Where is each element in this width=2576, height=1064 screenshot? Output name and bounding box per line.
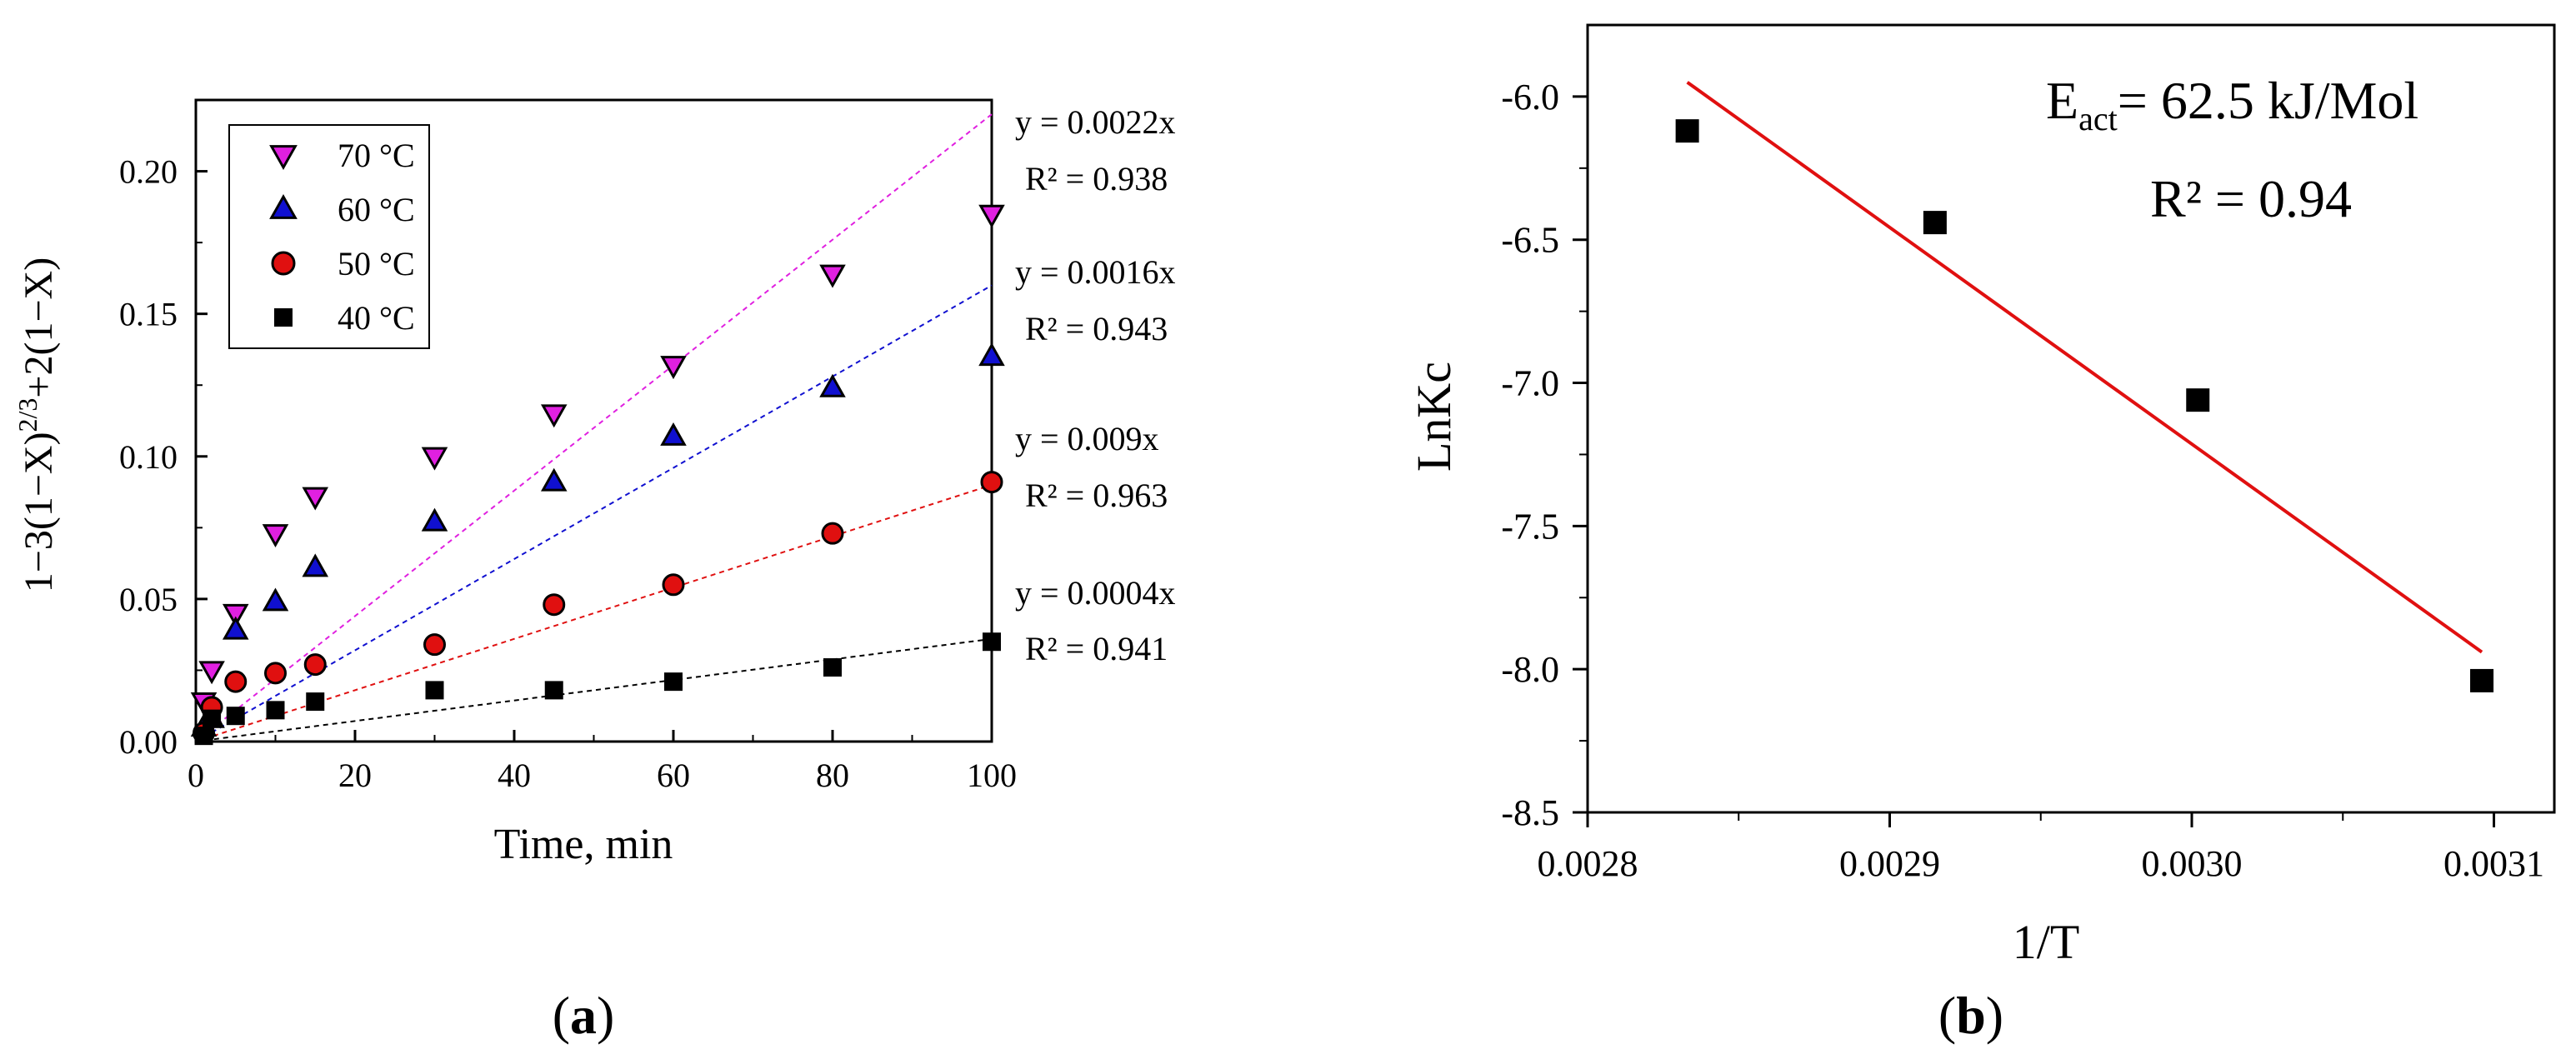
panel-a-data-point bbox=[980, 471, 1003, 494]
panel-a-data-point bbox=[264, 662, 287, 685]
panel-b-plot-frame bbox=[1586, 23, 2556, 814]
panel-a-chart: 0 20 40 60 80 100 0.00 0.05 0.10 0.15 0.20 70 °C 60 … bbox=[119, 98, 1176, 794]
panel-b-data-point bbox=[1675, 119, 1699, 143]
panel-b-y-tick-label: -7.5 bbox=[1501, 506, 1559, 547]
panel-a-data-point bbox=[421, 507, 448, 532]
panel-a-x-tick-label: 100 bbox=[967, 757, 1017, 794]
panel-a-data-point bbox=[262, 524, 289, 548]
panel-a-data-point bbox=[423, 633, 446, 657]
panel-b-chart: 0.0028 0.0029 0.0030 0.0031 -6.0 -6.5 -7.0 -7.5… bbox=[1501, 23, 2556, 884]
panel-a-data-point bbox=[224, 670, 248, 693]
panel-a-y-tick-label: 0.20 bbox=[119, 153, 178, 191]
panel-b-y-tick-label: -7.0 bbox=[1501, 363, 1559, 404]
panel-b-y-tick-label: -8.5 bbox=[1501, 792, 1559, 833]
panel-b-label: (b) bbox=[1938, 986, 2003, 1045]
panel-a-fit-equation: y = 0.0022x bbox=[1015, 103, 1176, 141]
panel-a-fit-equation: y = 0.0016x bbox=[1015, 253, 1176, 291]
panel-b-data-point bbox=[1923, 211, 1947, 235]
panel-b-activation-energy: Eact= 62.5 kJ/Mol bbox=[2046, 71, 2418, 137]
panel-a-y-tick-label: 0.10 bbox=[119, 438, 178, 476]
panel-a-data-point bbox=[203, 709, 222, 728]
panel-a-data-point bbox=[262, 587, 289, 612]
panel-a-x-tick-label: 60 bbox=[657, 757, 690, 794]
panel-a-data-point bbox=[302, 487, 329, 511]
panel-a-data-point bbox=[425, 681, 444, 700]
panel-a-data-point bbox=[823, 658, 842, 677]
panel-a-fit-line bbox=[195, 484, 993, 742]
panel-a-y-tick-label: 0.15 bbox=[119, 296, 178, 333]
panel-a-data-point bbox=[983, 632, 1001, 652]
panel-a-data-point bbox=[540, 467, 568, 492]
panel-a-data-point bbox=[662, 573, 685, 597]
panel-b-x-tick-label: 0.0028 bbox=[1538, 843, 1638, 884]
panel-b-data-point bbox=[2186, 388, 2210, 412]
panel-b-y-tick-label: -8.0 bbox=[1501, 649, 1559, 690]
panel-a-fit-r2: R² = 0.963 bbox=[1025, 477, 1168, 514]
panel-a-data-point bbox=[978, 342, 1005, 367]
panel-a-legend-marker bbox=[274, 308, 293, 327]
panel-a-data-point bbox=[664, 672, 683, 692]
panel-a-data-point bbox=[266, 701, 285, 720]
panel-b-fit-line bbox=[1686, 81, 2483, 654]
panel-b-r2-annotation: R² = 0.94 bbox=[2150, 169, 2352, 228]
panel-b-y-axis-label: LnKc bbox=[1407, 362, 1461, 472]
panel-b-x-tick-label: 0.0030 bbox=[2142, 843, 2243, 884]
panel-a-data-point bbox=[421, 447, 448, 471]
panel-a-label: (a) bbox=[553, 986, 615, 1045]
panel-a-legend-frame bbox=[228, 124, 430, 349]
panel-a-data-point bbox=[978, 204, 1005, 228]
panel-a-legend-label: 40 °C bbox=[338, 299, 415, 337]
panel-a-legend-label: 50 °C bbox=[338, 245, 415, 282]
panel-a-data-point bbox=[306, 692, 325, 712]
panel-a-data-point bbox=[194, 727, 213, 746]
panel-a-data-point bbox=[544, 681, 563, 700]
panel-b-x-tick-label: 0.0031 bbox=[2443, 843, 2544, 884]
panel-a-data-point bbox=[226, 707, 245, 726]
panel-a-data-point bbox=[198, 661, 225, 685]
panel-a-x-tick-label: 80 bbox=[816, 757, 849, 794]
panel-a-data-point bbox=[819, 264, 846, 288]
panel-a-data-point bbox=[821, 522, 844, 545]
panel-a-x-axis-label: Time, min bbox=[494, 821, 673, 868]
panel-a-legend-marker bbox=[269, 193, 298, 219]
panel-a-fit-line bbox=[195, 113, 993, 742]
panel-a-fit-line bbox=[195, 284, 993, 742]
panel-b-y-tick-label: -6.5 bbox=[1501, 220, 1559, 261]
panel-a-legend-label: 60 °C bbox=[338, 191, 415, 228]
panel-b-x-axis-label: 1/T bbox=[2013, 915, 2080, 969]
panel-a-data-point bbox=[543, 593, 566, 617]
panel-a-data-point bbox=[540, 404, 568, 428]
panel-a-legend-marker bbox=[269, 145, 298, 171]
panel-a-data-point bbox=[222, 616, 249, 640]
panel-a-data-point bbox=[302, 553, 329, 577]
panel-a-data-point bbox=[660, 356, 687, 380]
panel-a-y-axis-label: 1−3(1−X)2/3+2(1−X) bbox=[13, 257, 61, 592]
panel-b-x-tick-label: 0.0029 bbox=[1839, 843, 1940, 884]
panel-a-fit-r2: R² = 0.943 bbox=[1025, 310, 1168, 347]
panel-a-x-tick-label: 40 bbox=[498, 757, 531, 794]
panel-b-y-tick-label: -6.0 bbox=[1501, 77, 1559, 117]
panel-a-data-point bbox=[819, 373, 846, 397]
panel-a-legend: 70 °C 60 °C 50 °C 40 °C bbox=[228, 124, 430, 349]
panel-a-y-tick-label: 0.05 bbox=[119, 581, 178, 618]
panel-a-x-tick-label: 20 bbox=[338, 757, 372, 794]
panel-a-x-tick-label: 0 bbox=[188, 757, 204, 794]
panel-a-data-point bbox=[303, 653, 327, 677]
panel-a-fit-r2: R² = 0.938 bbox=[1025, 160, 1168, 197]
panel-a-fit-r2: R² = 0.941 bbox=[1025, 630, 1168, 667]
panel-a-fit-equation: y = 0.0004x bbox=[1015, 574, 1176, 612]
panel-a-legend-marker bbox=[271, 251, 296, 276]
panel-a-fit-equation: y = 0.009x bbox=[1015, 420, 1159, 457]
panel-a-data-point bbox=[222, 603, 249, 627]
panel-a-data-point bbox=[660, 422, 687, 446]
panel-a-legend-label: 70 °C bbox=[338, 137, 415, 174]
panel-a-y-tick-label: 0.00 bbox=[119, 723, 178, 761]
panel-b-data-point bbox=[2470, 668, 2493, 692]
